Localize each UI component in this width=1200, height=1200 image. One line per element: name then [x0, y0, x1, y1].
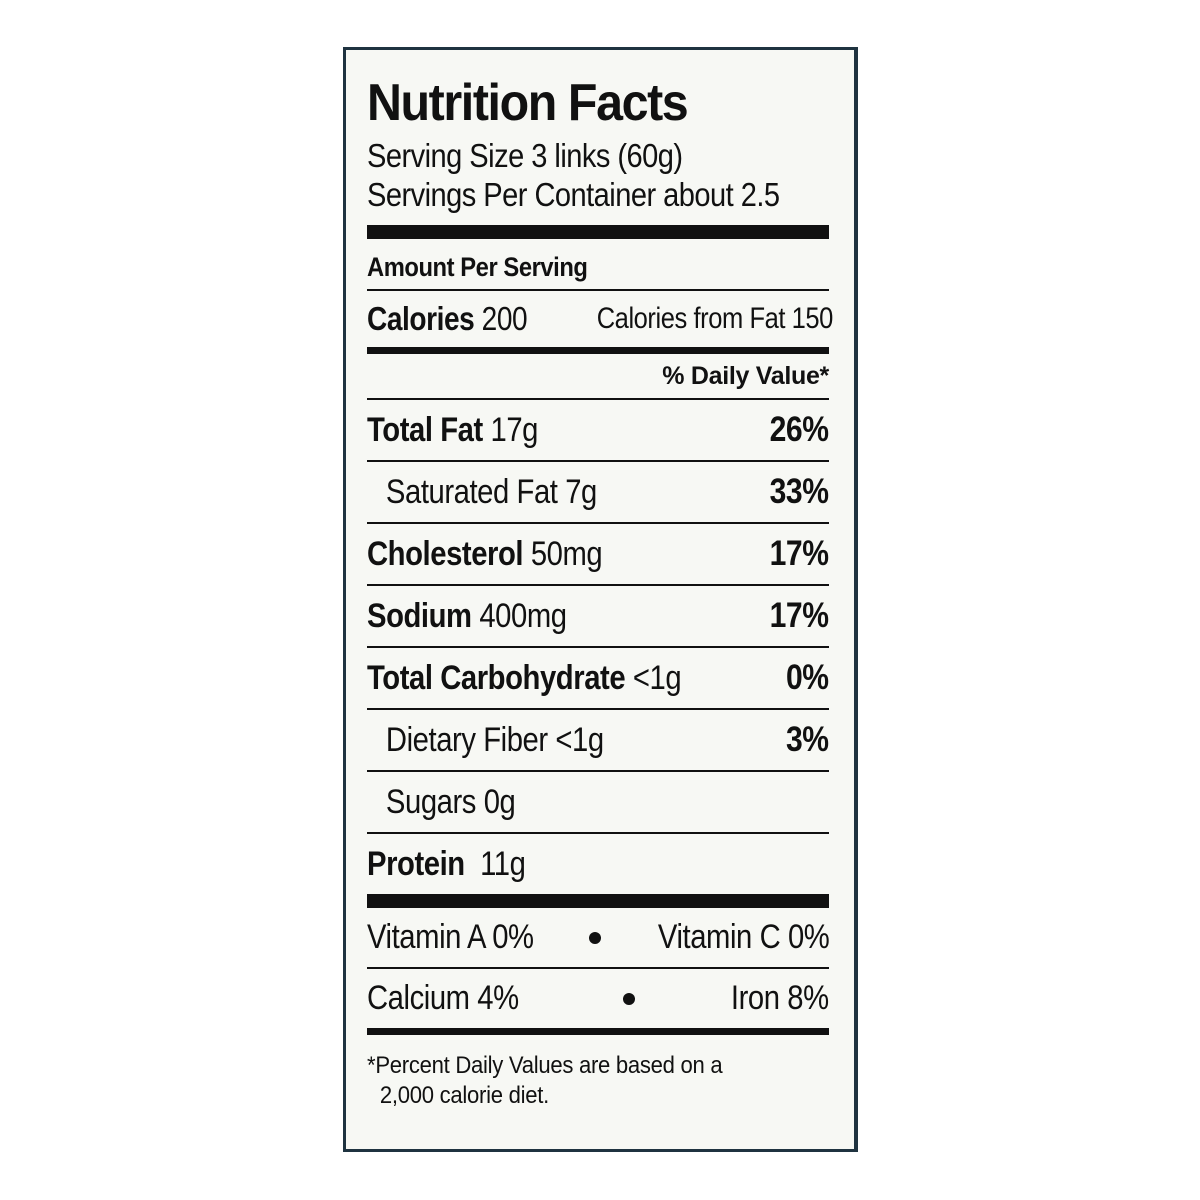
nutrient-cell: Saturated Fat 7g [367, 473, 597, 512]
divider [367, 460, 829, 462]
nutrient-cell: Protein 11g [367, 844, 526, 884]
label-title: Nutrition Facts [367, 74, 689, 132]
footnote: *Percent Daily Values are based on a 2,0… [367, 1051, 792, 1111]
nutrient-row-total-carbohydrate: Total Carbohydrate <1g 0% [367, 648, 829, 708]
nutrient-dv: 26% [770, 410, 829, 449]
medium-divider [367, 347, 829, 354]
divider [367, 646, 829, 648]
divider [367, 584, 829, 586]
nutrient-row-dietary-fiber: Dietary Fiber <1g 3% [367, 710, 830, 770]
nutrient-cell: Total Fat 17g [367, 411, 538, 450]
bullet-icon [623, 992, 636, 1005]
nutrient-name: Sodium [367, 596, 472, 635]
nutrient-row-sodium: Sodium 400mg 17% [367, 586, 829, 646]
calories-from-fat: Calories from Fat 150 [597, 302, 834, 335]
nutrient-cell: Sugars 0g [367, 782, 516, 822]
daily-value-header-text: % Daily Value* [662, 361, 829, 390]
nutrient-amount: 400mg [479, 596, 567, 635]
vitamin-a: Vitamin A 0% [367, 918, 534, 956]
iron: Iron 8% [731, 979, 829, 1017]
vitamin-row: Vitamin A 0% Vitamin C 0% [367, 908, 829, 967]
thick-divider [367, 894, 829, 908]
nutrient-name: Total Fat [367, 410, 483, 449]
vitamin-c: Vitamin C 0% [657, 918, 830, 956]
calories-label: Calories [367, 300, 475, 337]
nutrient-amount: 0g [483, 782, 516, 821]
footnote-line-2: 2,000 calorie diet. [379, 1082, 549, 1109]
divider [367, 398, 829, 400]
serving-size: Serving Size 3 links (60g) [367, 137, 683, 174]
nutrient-cell: Cholesterol 50mg [367, 534, 603, 574]
medium-divider [367, 1028, 829, 1035]
nutrient-dv: 0% [786, 658, 829, 697]
nutrient-row-protein: Protein 11g [367, 834, 829, 894]
nutrient-amount: 50mg [530, 534, 603, 573]
nutrient-row-saturated-fat: Saturated Fat 7g 33% [367, 462, 830, 522]
divider [367, 967, 829, 969]
nutrient-amount: 17g [490, 410, 538, 449]
footnote-line-1: *Percent Daily Values are based on a [367, 1052, 723, 1079]
divider [367, 289, 829, 291]
calories-value: 200 [481, 300, 528, 337]
nutrient-cell: Total Carbohydrate <1g [367, 658, 682, 698]
nutrient-cell: Dietary Fiber <1g [367, 721, 604, 760]
nutrition-facts-label: Nutrition Facts Serving Size 3 links (60… [367, 60, 834, 1111]
nutrient-amount: 11g [480, 844, 526, 883]
divider [367, 832, 829, 834]
nutrient-row-total-fat: Total Fat 17g 26% [367, 400, 829, 460]
mineral-row: Calcium 4% Iron 8% [367, 969, 829, 1028]
nutrient-dv: 33% [770, 472, 829, 511]
calories-cell: Calories 200 [367, 300, 528, 338]
calcium: Calcium 4% [367, 979, 519, 1017]
nutrient-name: Dietary Fiber [385, 720, 548, 759]
nutrient-dv: 3% [786, 720, 829, 759]
thick-divider [367, 225, 829, 239]
divider [367, 770, 829, 772]
nutrient-amount: 7g [565, 472, 597, 511]
bullet-icon [589, 931, 602, 944]
nutrient-dv: 17% [770, 534, 829, 573]
nutrient-cell: Sodium 400mg [367, 597, 567, 636]
divider [367, 708, 829, 710]
amount-per-serving: Amount Per Serving [367, 252, 588, 282]
nutrient-amount: <1g [555, 720, 604, 759]
nutrient-name: Total Carbohydrate [367, 658, 626, 697]
nutrient-amount: <1g [632, 658, 682, 697]
nutrient-name: Saturated Fat [385, 472, 558, 511]
daily-value-header: % Daily Value* [367, 354, 829, 398]
nutrient-name: Cholesterol [367, 534, 524, 573]
servings-per-container: Servings Per Container about 2.5 [367, 176, 780, 213]
nutrient-row-cholesterol: Cholesterol 50mg 17% [367, 524, 829, 584]
calories-row: Calories 200 Calories from Fat 150 [367, 291, 834, 347]
nutrient-row-sugars: Sugars 0g [367, 772, 829, 832]
nutrient-name: Protein [367, 844, 465, 883]
divider [367, 522, 829, 524]
nutrient-dv: 17% [770, 596, 829, 635]
nutrient-name: Sugars [385, 782, 477, 821]
